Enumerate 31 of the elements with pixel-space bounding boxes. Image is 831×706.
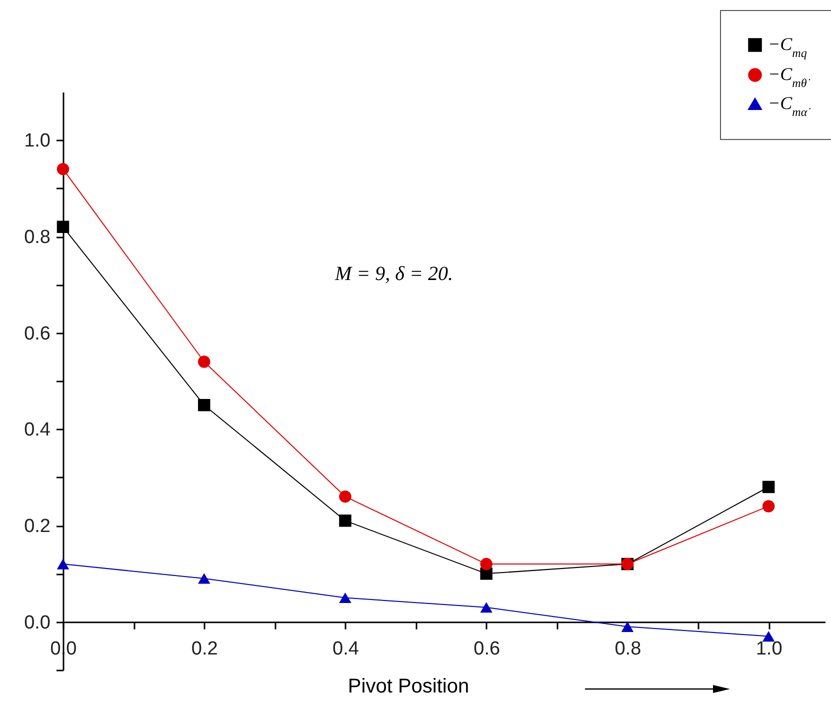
x-tick-label: 0.2 xyxy=(191,638,218,660)
y-tick-label: 0.0 xyxy=(24,612,50,634)
point xyxy=(762,480,775,494)
annotation: M = 9, δ = 20. xyxy=(334,263,453,285)
x-axis-title: Pivot Position xyxy=(348,675,470,698)
point xyxy=(762,630,775,642)
legend-label: −C$_{mθ̇}$ xyxy=(768,64,811,90)
point xyxy=(198,573,210,584)
x-tick-label: 0.4 xyxy=(332,638,360,660)
x-tick-label: 1.0 xyxy=(756,638,782,660)
point xyxy=(762,500,775,512)
point xyxy=(56,558,70,570)
point xyxy=(56,162,70,176)
point xyxy=(339,490,352,503)
point xyxy=(198,356,210,368)
point xyxy=(339,514,352,527)
point xyxy=(56,220,70,233)
point xyxy=(480,602,492,613)
y-tick-label: 0.4 xyxy=(24,420,51,441)
point xyxy=(480,558,492,570)
y-tick-label: 0.2 xyxy=(24,516,50,537)
y-tick-label: 1.0 xyxy=(24,130,50,152)
x-tick-label: 0.6 xyxy=(474,638,500,660)
legend-label: −C$_{mα̇}$ xyxy=(768,93,812,119)
point xyxy=(339,592,352,604)
point xyxy=(621,621,634,632)
legend-label: −C$_{mq}$ xyxy=(768,34,807,60)
y-tick-label: 0.6 xyxy=(24,323,50,344)
x-tick-label: 0.8 xyxy=(614,638,642,660)
point xyxy=(198,398,210,412)
y-tick-label: 0.8 xyxy=(24,227,50,248)
